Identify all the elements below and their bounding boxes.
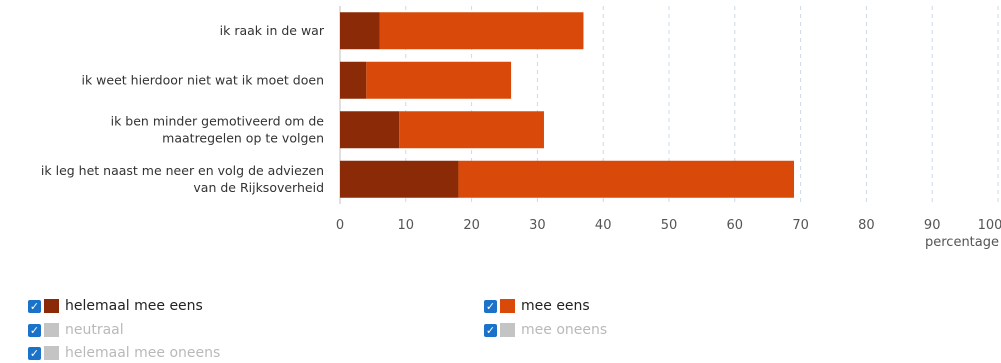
bar-mee-eens-2[interactable]	[399, 111, 544, 149]
legend-item-mee-oneens[interactable]: ✓ mee oneens	[484, 320, 607, 340]
bar-helemaal-mee-eens-0[interactable]	[340, 12, 380, 50]
checkbox-icon[interactable]: ✓	[28, 346, 41, 360]
bar-mee-eens-1[interactable]	[366, 61, 512, 99]
legend-swatch	[44, 299, 59, 313]
category-labels: ik raak in de war ik weet hierdoor niet w…	[41, 23, 325, 195]
legend-label: neutraal	[65, 322, 124, 338]
legend-label: helemaal mee oneens	[65, 345, 221, 361]
x-tick-label-10: 10	[398, 218, 415, 233]
category-label-2: ik ben minder gemotiveerd om de maatregel…	[111, 113, 325, 145]
x-tick-label-70: 70	[792, 218, 809, 233]
legend-item-helemaal-mee-oneens[interactable]: ✓ helemaal mee oneens	[28, 343, 220, 363]
bar-helemaal-mee-eens-3[interactable]	[340, 160, 459, 198]
checkbox-icon[interactable]: ✓	[28, 299, 41, 313]
legend-swatch	[500, 299, 515, 313]
x-tick-label-40: 40	[595, 218, 612, 233]
x-axis-title: percentage	[925, 235, 999, 250]
x-tick-label-90: 90	[924, 218, 941, 233]
legend-swatch	[44, 323, 59, 337]
legend-label: mee oneens	[521, 322, 608, 338]
checkbox-icon[interactable]: ✓	[484, 323, 497, 337]
legend-item-helemaal-mee-eens[interactable]: ✓ helemaal mee eens	[28, 296, 203, 316]
x-tick-label-60: 60	[727, 218, 744, 233]
category-label-3: ik leg het naast me neer en volg de advi…	[41, 163, 324, 195]
x-axis-ticks: 0 10 20 30 40 50 60 70 80 90 100	[336, 218, 1001, 233]
legend: ✓ helemaal mee eens ✓ mee eens ✓ neutraa…	[28, 296, 988, 362]
bar-helemaal-mee-eens-2[interactable]	[340, 111, 400, 149]
x-tick-label-50: 50	[661, 218, 678, 233]
stacked-bar-chart: ik raak in de war ik weet hierdoor niet w…	[41, 6, 1001, 250]
grid-lines	[339, 6, 999, 204]
legend-swatch	[44, 346, 59, 360]
checkbox-icon[interactable]: ✓	[484, 299, 497, 313]
checkbox-icon[interactable]: ✓	[28, 323, 41, 337]
x-tick-label-80: 80	[858, 218, 875, 233]
x-tick-label-30: 30	[529, 218, 546, 233]
legend-item-neutraal[interactable]: ✓ neutraal	[28, 320, 124, 340]
legend-swatch	[500, 323, 515, 337]
bars	[340, 12, 795, 198]
x-tick-label-0: 0	[336, 218, 344, 233]
bar-mee-eens-0[interactable]	[379, 12, 584, 50]
legend-item-mee-eens[interactable]: ✓ mee eens	[484, 296, 590, 316]
bar-helemaal-mee-eens-1[interactable]	[340, 61, 367, 99]
x-tick-label-100: 100	[978, 218, 1001, 233]
bar-mee-eens-3[interactable]	[458, 160, 795, 198]
category-label-1: ik weet hierdoor niet wat ik moet doen	[82, 72, 325, 87]
x-tick-label-20: 20	[463, 218, 480, 233]
category-label-0: ik raak in de war	[220, 23, 325, 38]
legend-label: mee eens	[521, 298, 590, 314]
legend-label: helemaal mee eens	[65, 298, 203, 314]
